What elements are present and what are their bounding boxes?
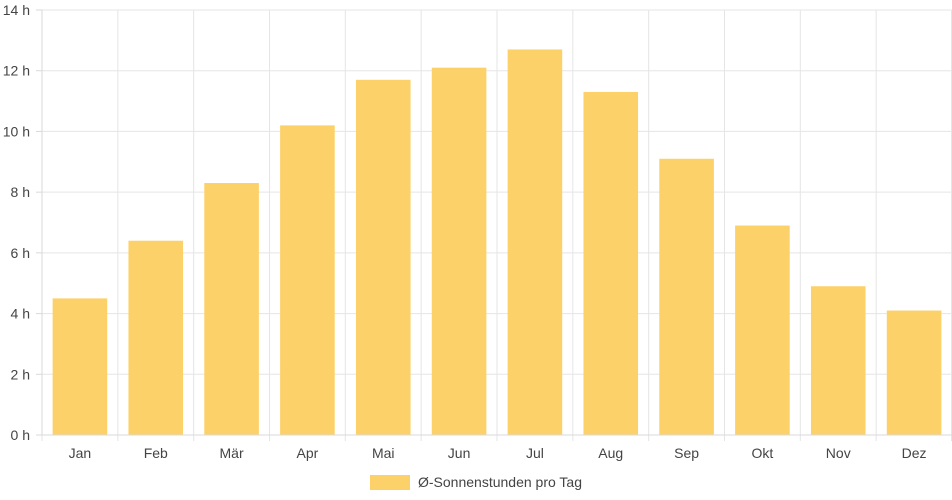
bar-apr[interactable] [280, 125, 335, 435]
y-tick-label: 2 h [11, 366, 30, 382]
bar-feb[interactable] [128, 240, 184, 435]
y-tick-label: 0 h [11, 427, 30, 443]
x-tick-label: Jul [526, 445, 544, 461]
bar-sep[interactable] [659, 158, 714, 435]
x-tick-label: Jan [69, 445, 92, 461]
y-tick-label: 8 h [11, 184, 30, 200]
x-tick-label: Mai [372, 445, 395, 461]
x-tick-label: Jun [448, 445, 471, 461]
bar-dez[interactable] [886, 310, 942, 435]
x-tick-label: Mär [220, 445, 244, 461]
x-tick-label: Sep [674, 445, 699, 461]
bar-mär[interactable] [204, 183, 259, 435]
x-tick-label: Nov [826, 445, 851, 461]
grid [41, 9, 952, 441]
legend-swatch[interactable] [370, 475, 410, 490]
y-tick-label: 6 h [11, 245, 30, 261]
bar-jun[interactable] [431, 67, 487, 435]
x-tick-label: Feb [144, 445, 168, 461]
bar-jan[interactable] [52, 298, 108, 435]
x-tick-label: Aug [598, 445, 623, 461]
bar-mai[interactable] [355, 79, 411, 436]
y-tick-label: 10 h [3, 123, 30, 139]
legend[interactable]: Ø-Sonnenstunden pro Tag [370, 474, 582, 490]
x-tick-label: Apr [297, 445, 319, 461]
y-tick-label: 12 h [3, 63, 30, 79]
x-tick-label: Okt [752, 445, 774, 461]
bar-okt[interactable] [735, 225, 790, 435]
x-tick-label: Dez [902, 445, 927, 461]
bar-jul[interactable] [507, 49, 563, 435]
bars [52, 49, 942, 436]
legend-label[interactable]: Ø-Sonnenstunden pro Tag [418, 474, 582, 490]
bar-aug[interactable] [583, 91, 639, 435]
axes: 0 h 2 h 4 h 6 h 8 h 10 h 12 h 14 h Jan Feb Mär Apr M… [3, 2, 952, 461]
bar-nov[interactable] [810, 286, 866, 435]
y-tick-label: 14 h [3, 2, 30, 18]
y-tick-label: 4 h [11, 306, 30, 322]
